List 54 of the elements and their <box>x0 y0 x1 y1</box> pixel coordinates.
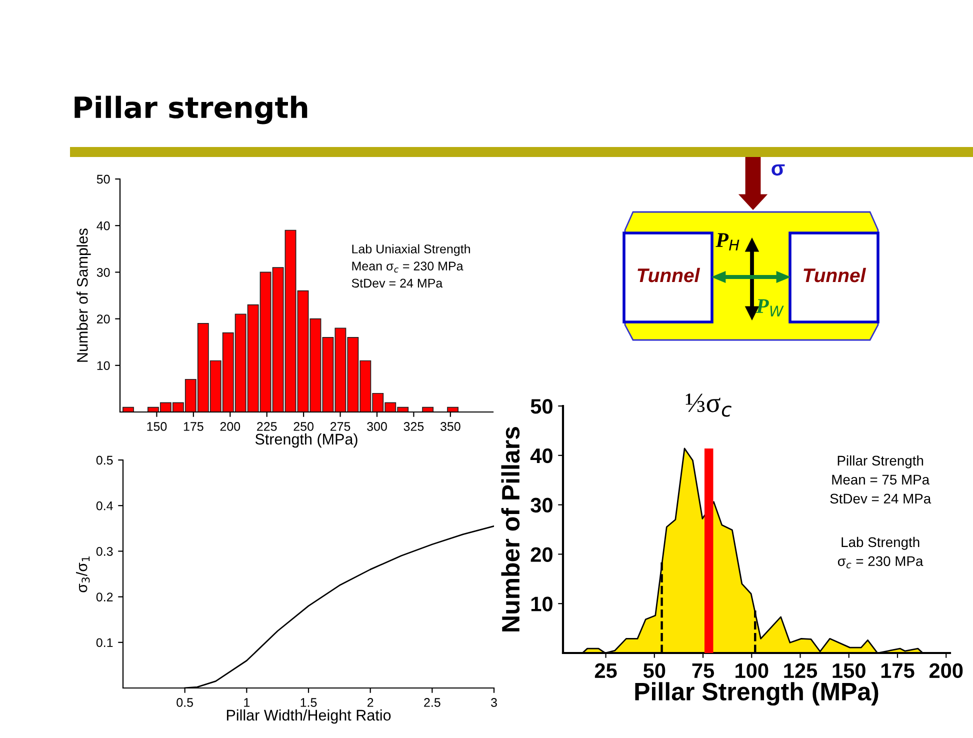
x-tick-label: 1.5 <box>300 698 317 707</box>
x-axis-title: Pillar Strength (MPa) <box>635 682 878 706</box>
text: Tunnel <box>804 268 866 282</box>
x-tick-label: 2 <box>367 698 374 707</box>
x-tick-label: 100 <box>736 663 768 678</box>
x-tick-label: 150 <box>832 663 866 678</box>
x-tick-label: 175 <box>184 422 204 431</box>
x-tick-label: 1 <box>244 698 250 707</box>
annotation: ⅓σ$_{c}$ <box>686 394 732 417</box>
y-tick-label: 0.5 <box>96 456 113 465</box>
y-tick-label: 10 <box>531 596 552 612</box>
y-tick-label: 30 <box>530 498 552 513</box>
annotation: Pillar Strength Mean = 75 MPa StDev = 24 MPa <box>830 455 932 504</box>
x-tick-label: 200 <box>929 663 963 678</box>
annotation: Lab Uniaxial Strength Mean σ$_{c}$ = 230 MPa StDev = 24 MPa <box>352 244 470 288</box>
annotation: Lab Strength σ$_{c}$ = 230 MPa <box>838 536 924 568</box>
x-tick-label: 150 <box>147 422 167 431</box>
x-tick-label: 275 <box>330 422 350 431</box>
x-axis-title: Strength (MPa) <box>255 433 358 448</box>
y-tick-label: 40 <box>96 221 110 230</box>
x-tick-label: 325 <box>404 422 424 431</box>
text: P$_{W}$ <box>756 299 784 316</box>
x-tick-label: 25 <box>594 663 617 678</box>
x-tick-label: 50 <box>643 663 666 678</box>
y-axis-title: Number of Samples <box>76 228 91 362</box>
y-tick-label: 30 <box>96 268 110 277</box>
x-tick-label: 250 <box>294 422 314 431</box>
y-tick-label: 0.2 <box>96 592 113 602</box>
x-tick-label: 350 <box>440 422 460 431</box>
y-axis-title: Number of Pillars <box>501 427 520 632</box>
x-tick-label: 3 <box>491 698 497 707</box>
y-tick-label: 40 <box>530 448 552 464</box>
x-tick-label: 225 <box>257 422 277 431</box>
x-axis-title: Pillar Width/Height Ratio <box>226 709 391 724</box>
text: σ <box>772 164 785 176</box>
x-tick-label: 0.5 <box>176 698 193 707</box>
y-tick-label: 0.1 <box>96 638 113 648</box>
x-tick-label: 75 <box>692 663 714 678</box>
y-tick-label: 10 <box>97 361 110 370</box>
text: P$_{H}$ <box>716 233 740 250</box>
x-tick-label: 125 <box>784 663 818 678</box>
x-tick-label: 300 <box>367 422 387 431</box>
y-tick-label: 0.3 <box>96 547 113 556</box>
y-axis-title: σ$_{3}$/σ$_{1}$ <box>76 556 90 592</box>
y-tick-label: 0.4 <box>96 501 113 510</box>
y-tick-label: 20 <box>97 314 110 324</box>
text: Tunnel <box>638 268 700 282</box>
y-tick-label: 50 <box>96 174 110 184</box>
x-tick-label: 2.5 <box>424 698 440 707</box>
y-tick-label: 20 <box>530 547 552 562</box>
chart-title: Pillar strength <box>74 96 308 124</box>
x-tick-label: 200 <box>220 422 240 431</box>
y-tick-label: 50 <box>530 399 552 414</box>
x-tick-label: 175 <box>881 663 914 678</box>
